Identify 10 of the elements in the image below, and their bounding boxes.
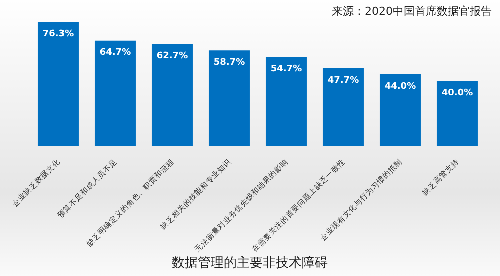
data-label: 62.7% [156,51,188,62]
data-label: 44.0% [384,82,416,92]
data-label: 47.7% [328,76,360,86]
data-label: 54.7% [270,64,302,74]
source-note: 来源：2020中国首席数据官报告 [332,4,492,19]
data-label: 40.0% [442,88,474,98]
data-label: 76.3% [42,29,74,40]
data-label: 64.7% [100,48,132,58]
data-label: 58.7% [214,58,246,68]
text: 数据管理的主要非技术障碍 [171,255,329,272]
